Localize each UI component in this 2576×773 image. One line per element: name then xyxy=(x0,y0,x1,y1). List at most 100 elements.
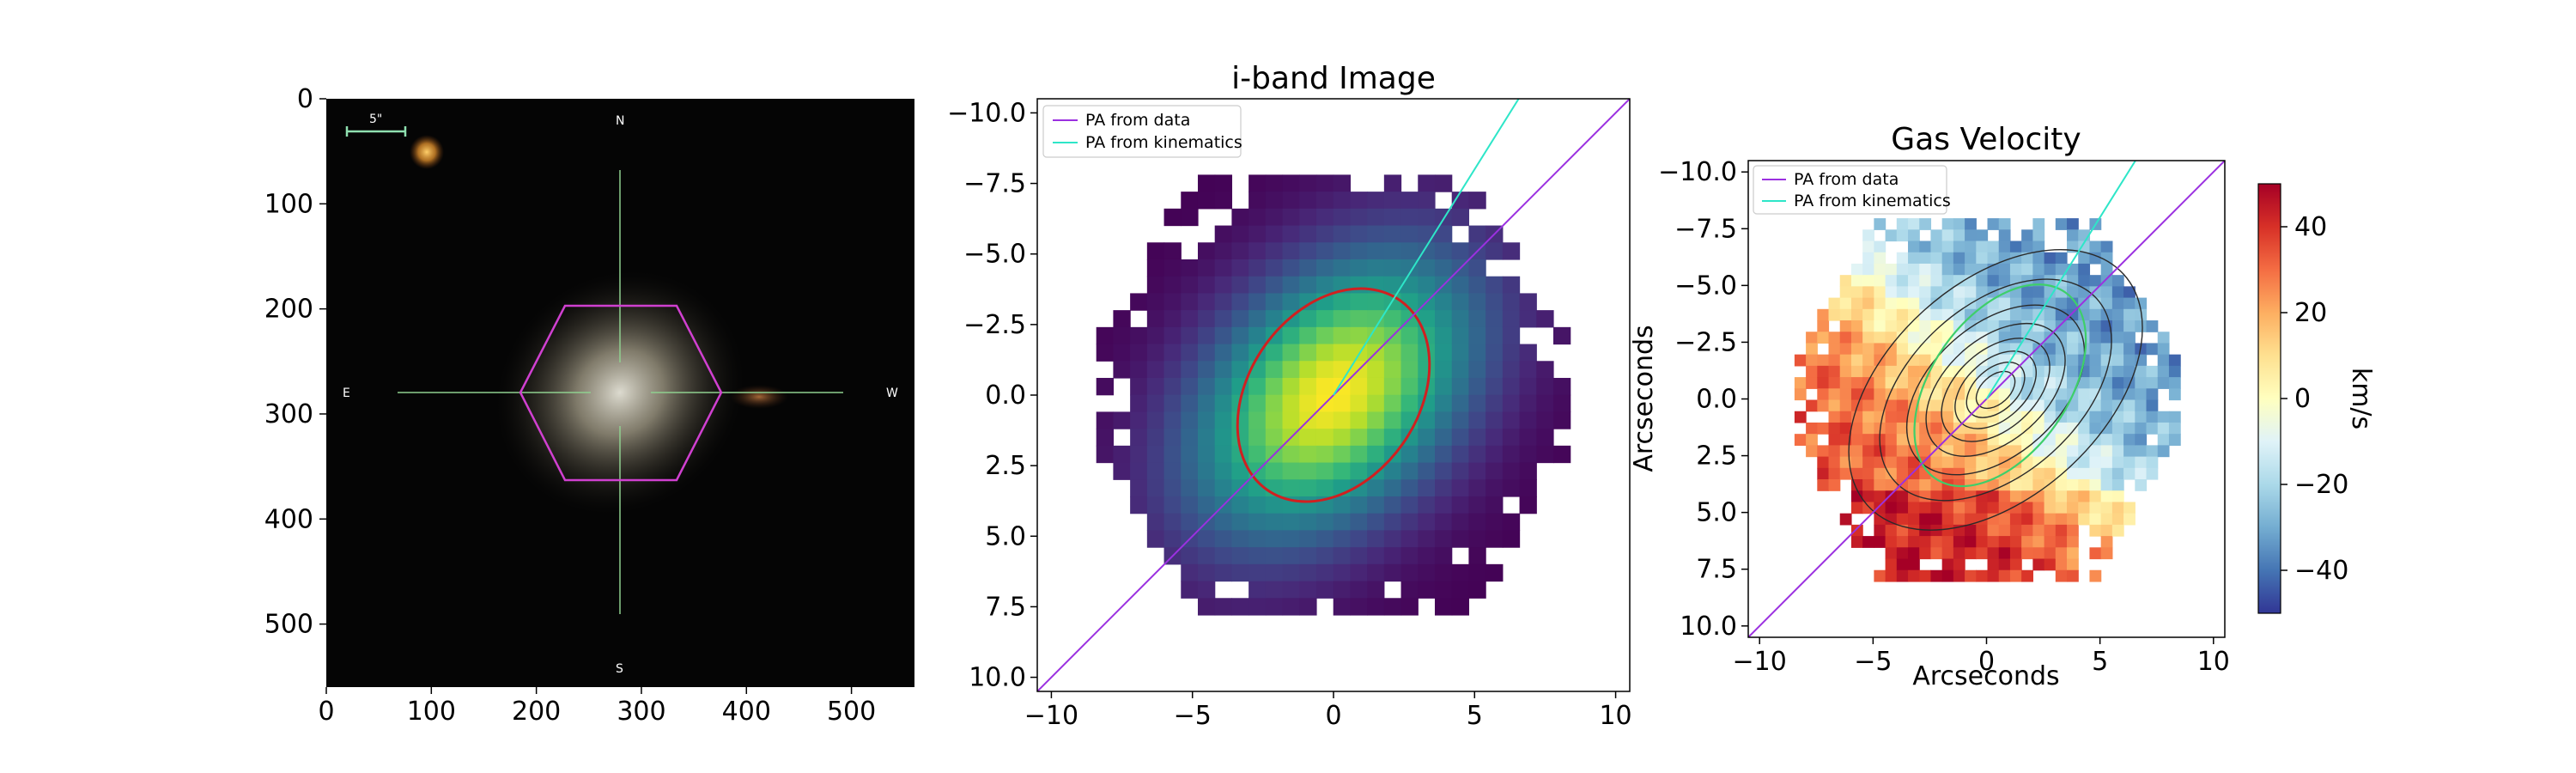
velocity-pixel xyxy=(1817,354,1830,367)
velocity-pixel xyxy=(2055,513,2068,526)
iband-pixel xyxy=(1418,326,1436,345)
iband-pixel xyxy=(1197,259,1216,277)
velocity-pixel xyxy=(1885,456,1898,469)
velocity-pixel xyxy=(1908,229,1920,242)
velocity-pixel xyxy=(2146,445,2159,458)
flux-contour xyxy=(1965,362,2026,418)
velocity-pixel xyxy=(2078,456,2091,469)
iband-pixel xyxy=(1333,208,1352,227)
iband-pixel xyxy=(1434,581,1453,599)
iband-pixel xyxy=(1315,563,1334,582)
velocity-pixel xyxy=(1930,320,1943,332)
velocity-pixel xyxy=(1828,365,1841,378)
iband-pixel xyxy=(1231,530,1249,548)
velocity-pixel xyxy=(2100,411,2113,423)
iband-pixel xyxy=(1333,192,1352,210)
velocity-pixel xyxy=(1839,399,1852,412)
velocity-pixel xyxy=(1930,229,1943,242)
iband-pixel xyxy=(1096,445,1115,464)
velocity-pixel xyxy=(1965,445,1977,458)
iband-pixel xyxy=(1400,479,1419,497)
iband-pixel xyxy=(1485,276,1504,295)
iband-pixel xyxy=(1315,513,1334,532)
velocity-pixel xyxy=(2009,513,2022,526)
velocity-pixel xyxy=(1806,422,1818,435)
iband-pixel xyxy=(1146,530,1165,548)
iband-pixel xyxy=(1536,394,1554,413)
velocity-pixel xyxy=(2067,308,2079,321)
velocity-pixel xyxy=(1839,377,1852,389)
velocity-pixel xyxy=(1806,377,1818,389)
velocity-pixel xyxy=(2032,263,2045,276)
iband-pixel xyxy=(1333,259,1352,277)
iband-pixel xyxy=(1519,310,1537,328)
iband-pixel xyxy=(1418,563,1436,582)
iband-pixel xyxy=(1485,513,1504,532)
velocity-pixel xyxy=(1908,332,1920,344)
iband-pixel xyxy=(1282,581,1300,599)
velocity-pixel xyxy=(2157,411,2170,423)
iband-pixel xyxy=(1214,462,1233,480)
iband-pixel xyxy=(1265,361,1284,379)
velocity-pixel xyxy=(2135,422,2148,435)
velocity-pixel xyxy=(2067,422,2079,435)
velocity-pixel xyxy=(2111,275,2124,287)
iband-pixel xyxy=(1400,496,1419,514)
velocity-pixel xyxy=(2021,502,2033,514)
iband-pixel xyxy=(1502,276,1521,295)
velocity-pixel xyxy=(1987,240,2000,253)
iband-pixel xyxy=(1181,411,1199,429)
velocity-pixel xyxy=(2078,240,2091,253)
velocity-pixel xyxy=(2078,286,2091,299)
velocity-pixel xyxy=(1885,275,1898,287)
velocity-pixel xyxy=(1896,308,1909,321)
iband-pixel xyxy=(1333,344,1352,362)
velocity-pixel xyxy=(2055,422,2068,435)
velocity-pixel xyxy=(2032,422,2045,435)
velocity-pixel xyxy=(1885,229,1898,242)
iband-pixel xyxy=(1249,394,1267,413)
iband-pixel xyxy=(1367,547,1385,565)
velocity-pixel xyxy=(1965,343,1977,356)
velocity-pixel xyxy=(1998,490,2011,503)
iband-pixel xyxy=(1197,361,1216,379)
velocity-pixel xyxy=(2044,275,2057,287)
velocity-pixel xyxy=(1998,524,2011,537)
iband-pixel xyxy=(1299,513,1317,532)
iband-pixel xyxy=(1146,310,1165,328)
iband-pixel xyxy=(1451,462,1470,480)
velocity-pixel xyxy=(2044,479,2057,491)
velocity-pixel xyxy=(1965,332,1977,344)
iband-pixel xyxy=(1418,513,1436,532)
velocity-pixel xyxy=(1908,297,1920,310)
velocity-pixel xyxy=(2021,354,2033,367)
velocity-pixel xyxy=(2111,343,2124,356)
velocity-pixel xyxy=(2168,434,2181,446)
velocity-ytick-label: −10.0 xyxy=(1658,157,1737,187)
iband-pixel xyxy=(1163,530,1182,548)
velocity-pixel xyxy=(1965,547,1977,560)
iband-pixel xyxy=(1146,479,1165,497)
iband-pixel xyxy=(1249,242,1267,260)
velocity-pixel xyxy=(2044,286,2057,299)
velocity-pixel xyxy=(2111,399,2124,412)
velocity-pixel xyxy=(2100,422,2113,435)
iband-pixel xyxy=(1451,326,1470,345)
iband-pixel xyxy=(1383,479,1402,497)
iband-pixel xyxy=(1146,429,1165,447)
velocity-pixel xyxy=(1817,422,1830,435)
iband-pixel xyxy=(1214,344,1233,362)
ifu-hexagon xyxy=(519,304,723,482)
velocity-pixel xyxy=(2157,422,2170,435)
velocity-pixel xyxy=(2009,558,2022,571)
optical-ytick-label: 500 xyxy=(264,610,313,640)
velocity-pixel xyxy=(1896,422,1909,435)
velocity-pixel xyxy=(2055,434,2068,446)
iband-pixel xyxy=(1451,377,1470,396)
iband-xtick-label: 5 xyxy=(1467,701,1483,731)
velocity-pixel xyxy=(1908,558,1920,571)
iband-pixel xyxy=(1265,598,1284,616)
velocity-pixel xyxy=(2044,388,2057,401)
velocity-pixel xyxy=(1919,490,1932,503)
velocity-pixel xyxy=(1919,513,1932,526)
